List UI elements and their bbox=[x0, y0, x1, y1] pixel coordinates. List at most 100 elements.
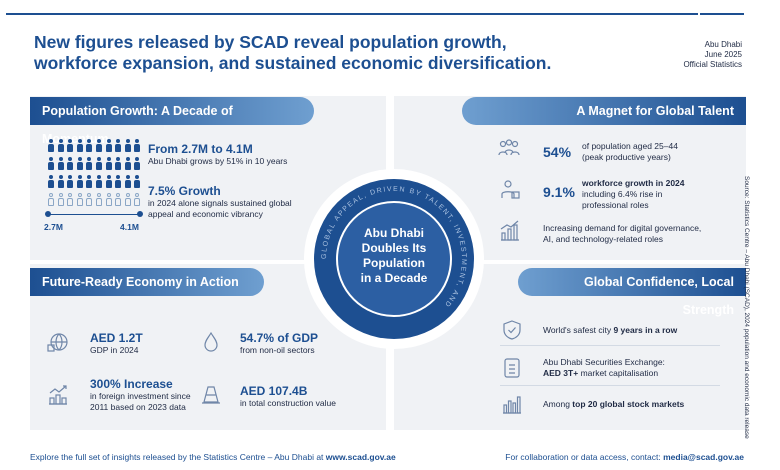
person-icon bbox=[46, 175, 56, 189]
center-line-4: in a Decade bbox=[360, 271, 428, 285]
people-row-2 bbox=[46, 157, 142, 171]
person-icon bbox=[104, 157, 114, 171]
talent-heading: A Magnet for Global Talent bbox=[462, 97, 746, 125]
title-line-1: New figures released by SCAD reveal popu… bbox=[34, 32, 507, 52]
market-bars-icon bbox=[500, 392, 524, 416]
meta-date: June 2025 bbox=[704, 50, 742, 59]
population-heading: Population Growth: A Decade of Momentum bbox=[30, 97, 314, 146]
person-icon bbox=[104, 139, 114, 153]
top-rule-right bbox=[700, 13, 744, 15]
footer-right: For collaboration or data access, contac… bbox=[505, 452, 744, 462]
economy-s3-line1: in foreign investment since bbox=[90, 391, 191, 401]
confidence-r3: Among top 20 global stock markets bbox=[543, 399, 684, 410]
title-line-2: workforce expansion, and sustained econo… bbox=[34, 53, 552, 73]
confidence-r1-bold: 9 years in a row bbox=[613, 325, 678, 335]
person-icon bbox=[65, 175, 75, 189]
economy-s4-desc: in total construction value bbox=[240, 398, 336, 408]
economy-s2-value: 54.7% of GDP bbox=[240, 331, 319, 345]
worker-icon bbox=[498, 178, 522, 202]
person-icon bbox=[46, 157, 56, 171]
people-row-4 bbox=[46, 193, 142, 207]
person-icon bbox=[123, 175, 133, 189]
people-row-3 bbox=[46, 175, 142, 189]
person-icon bbox=[75, 139, 85, 153]
center-line-1: Abu Dhabi bbox=[364, 226, 424, 240]
footer-right-text: For collaboration or data access, contac… bbox=[505, 452, 664, 462]
person-icon bbox=[75, 175, 85, 189]
person-icon bbox=[132, 175, 142, 189]
economy-s3-value: 300% Increase bbox=[90, 377, 173, 391]
person-icon bbox=[104, 175, 114, 189]
confidence-r3-bold: top 20 global stock markets bbox=[572, 399, 685, 409]
economy-s2-desc: from non-oil sectors bbox=[240, 345, 315, 355]
person-icon bbox=[84, 175, 94, 189]
person-icon bbox=[113, 157, 123, 171]
person-icon bbox=[113, 193, 123, 207]
confidence-r2-line2: AED 3T+ market capitalisation bbox=[543, 368, 658, 379]
top-rule bbox=[6, 13, 698, 15]
meta-location: Abu Dhabi bbox=[704, 40, 742, 49]
scale-start-dot bbox=[45, 211, 51, 217]
scale-start-label: 2.7M bbox=[44, 222, 63, 232]
population-stat2-desc-1: in 2024 alone signals sustained global bbox=[148, 198, 292, 208]
scale-end-dot bbox=[137, 211, 143, 217]
release-meta: Abu Dhabi June 2025 Official Statistics bbox=[683, 40, 742, 70]
confidence-r2-post: market capitalisation bbox=[578, 368, 659, 378]
person-icon bbox=[113, 175, 123, 189]
talent-row2-value: 9.1% bbox=[543, 184, 575, 200]
person-icon bbox=[132, 193, 142, 207]
confidence-divider-1 bbox=[500, 345, 720, 346]
center-badge-inner bbox=[336, 201, 452, 317]
economy-heading: Future-Ready Economy in Action bbox=[30, 268, 264, 296]
construction-cone-icon bbox=[199, 383, 223, 407]
person-icon bbox=[123, 139, 133, 153]
confidence-divider-2 bbox=[500, 385, 720, 386]
person-icon bbox=[56, 139, 66, 153]
talent-row1-value: 54% bbox=[543, 144, 572, 160]
scale-line bbox=[46, 214, 142, 215]
person-icon bbox=[104, 193, 114, 207]
oil-drop-icon bbox=[199, 330, 223, 354]
confidence-r2-bold: AED 3T+ bbox=[543, 368, 579, 378]
person-icon bbox=[65, 139, 75, 153]
person-icon bbox=[123, 157, 133, 171]
confidence-r2-line1: Abu Dhabi Securities Exchange: bbox=[543, 357, 665, 367]
footer-left: Explore the full set of insights release… bbox=[30, 452, 396, 462]
confidence-heading: Global Confidence, Local Strength bbox=[518, 268, 746, 317]
person-icon bbox=[65, 157, 75, 171]
confidence-r1: World's safest city 9 years in a row bbox=[543, 325, 677, 336]
confidence-r3-pre: Among bbox=[543, 399, 573, 409]
person-icon bbox=[84, 157, 94, 171]
center-headline: Abu Dhabi Doubles Its Population in a De… bbox=[339, 226, 449, 286]
population-stat2-desc-2: appeal and economic vibrancy bbox=[148, 209, 263, 219]
person-icon bbox=[75, 193, 85, 207]
person-icon bbox=[113, 139, 123, 153]
person-icon bbox=[94, 175, 104, 189]
growth-chart-icon bbox=[498, 219, 522, 243]
talent-row2-line3: professional roles bbox=[582, 200, 649, 210]
investment-growth-icon bbox=[46, 383, 70, 407]
economy-s1-value: AED 1.2T bbox=[90, 331, 143, 345]
talent-row2-line2: including 6.4% rise in bbox=[582, 189, 663, 199]
person-icon bbox=[75, 157, 85, 171]
population-stat1-title: From 2.7M to 4.1M bbox=[148, 142, 253, 156]
person-icon bbox=[132, 139, 142, 153]
source-note: Source: Statistics Centre – Abu Dhabi (S… bbox=[743, 176, 750, 439]
person-icon bbox=[56, 175, 66, 189]
talent-row3-line2: AI, and technology-related roles bbox=[543, 234, 664, 244]
population-stat1-desc: Abu Dhabi grows by 51% in 10 years bbox=[148, 156, 288, 166]
scale-end-label: 4.1M bbox=[120, 222, 139, 232]
page-title: New figures released by SCAD reveal popu… bbox=[34, 32, 554, 74]
center-line-3: Population bbox=[363, 256, 425, 270]
confidence-r1-pre: World's safest city bbox=[543, 325, 614, 335]
people-row-1 bbox=[46, 139, 142, 153]
person-icon bbox=[65, 193, 75, 207]
person-icon bbox=[84, 139, 94, 153]
scad-website-link[interactable]: www.scad.gov.ae bbox=[325, 452, 396, 462]
shield-icon bbox=[500, 318, 524, 342]
media-email-link[interactable]: media@scad.gov.ae bbox=[663, 452, 744, 462]
person-icon bbox=[123, 193, 133, 207]
person-icon bbox=[46, 193, 56, 207]
person-icon bbox=[94, 193, 104, 207]
talent-row2-bold: workforce growth in 2024 bbox=[582, 178, 685, 188]
